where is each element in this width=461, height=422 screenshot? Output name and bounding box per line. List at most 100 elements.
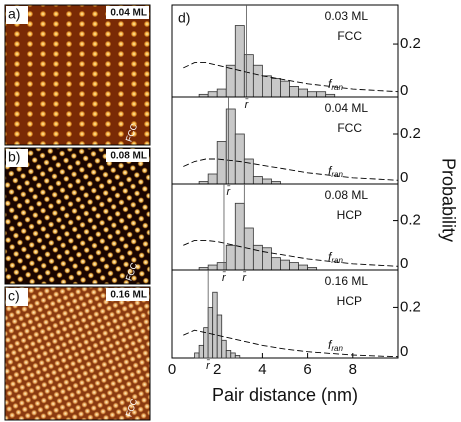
bar [261, 178, 272, 185]
bar [252, 176, 263, 185]
bar [252, 64, 263, 98]
bar [207, 91, 218, 98]
mean-label: r̄ [222, 271, 227, 284]
curve-label: fran [328, 77, 343, 92]
bar [230, 352, 236, 359]
x-axis-title: Pair distance (nm) [212, 385, 358, 405]
fran-curve [183, 62, 399, 93]
stm-image [4, 286, 151, 421]
stm-image [4, 4, 151, 146]
y-tick-label: 0 [400, 255, 408, 272]
bar [271, 257, 281, 271]
label-bg [6, 6, 28, 24]
site-label: FCC [337, 29, 362, 43]
bar [225, 350, 232, 359]
bar [225, 64, 236, 98]
curve-label-sub: ran [331, 83, 343, 92]
y-tick-label: 0 [400, 343, 408, 360]
bar [234, 25, 245, 98]
bar [198, 344, 205, 359]
y-tick-label: 0.2 [400, 125, 421, 142]
curve-label-main: f [328, 77, 333, 91]
panel-label: a) [8, 6, 20, 22]
panel-label: d) [178, 10, 190, 26]
coverage-label: 0.16 ML [110, 290, 147, 301]
y-tick-label: 0.2 [400, 35, 421, 52]
coverage-label: 0.16 ML [325, 274, 369, 288]
bar [252, 244, 263, 271]
bar [207, 173, 218, 185]
panel-label: b) [8, 149, 20, 165]
x-tick-label: 2 [213, 361, 221, 378]
bar [234, 133, 245, 185]
bar [289, 86, 299, 98]
panel-label: c) [8, 288, 20, 304]
label-bg [6, 288, 28, 306]
site-label: FCC [337, 121, 362, 135]
site-label: HCP [337, 208, 362, 222]
bar [298, 264, 308, 271]
bar [216, 141, 227, 185]
bar [243, 54, 254, 98]
bar [271, 78, 281, 98]
x-tick-label: 6 [303, 361, 311, 378]
mean-label: r̄ [245, 98, 250, 111]
bar [243, 227, 254, 271]
bar [225, 244, 236, 271]
coverage-label: 0.08 ML [110, 151, 147, 162]
curve-label-sub: ran [331, 256, 343, 265]
coverage-label: 0.04 ML [325, 101, 369, 115]
label-bg [106, 149, 149, 162]
curve-label: fran [328, 250, 343, 265]
fran-curve [183, 158, 399, 181]
bar [261, 75, 272, 98]
plot-frame [171, 269, 399, 359]
bar [307, 91, 318, 98]
y-tick-label: 0 [400, 82, 408, 99]
coverage-label: 0.03 ML [325, 9, 369, 23]
x-tick-label: 4 [258, 361, 266, 378]
coverage-label: 0.08 ML [325, 188, 369, 202]
curve-label-sub: ran [331, 344, 343, 353]
y-tick-label: 0.2 [400, 212, 421, 229]
mean-label: r̄ [206, 359, 211, 372]
bar [298, 88, 308, 98]
stm-image [4, 147, 151, 285]
curve-label-sub: ran [331, 170, 343, 179]
bar [234, 355, 241, 359]
curve-label: fran [328, 338, 343, 353]
bar [280, 259, 290, 271]
bar [289, 262, 299, 271]
site-label: HCP [337, 294, 362, 308]
bar [194, 352, 200, 359]
bar [234, 202, 245, 271]
mean-label: r̄ [227, 185, 232, 198]
x-tick-label: 8 [349, 361, 357, 378]
bar [221, 339, 227, 359]
curve-label-main: f [328, 338, 333, 352]
y-tick-label: 0 [400, 169, 408, 186]
mean-label: r̄ [242, 271, 247, 284]
bar [261, 247, 272, 271]
bar [212, 291, 218, 359]
bar [280, 80, 290, 98]
curve-label-main: f [328, 250, 333, 264]
bar [216, 262, 227, 271]
bar [216, 88, 227, 98]
y-tick-label: 0.2 [400, 298, 421, 315]
label-bg [106, 288, 149, 301]
fran-curve [183, 329, 399, 358]
bar [316, 91, 327, 98]
coverage-label: 0.04 ML [110, 8, 147, 19]
curve-label-main: f [328, 164, 333, 178]
x-tick-label: 0 [168, 361, 176, 378]
bar [207, 264, 218, 271]
bar [207, 307, 214, 359]
y-axis-title: Probability [438, 158, 458, 242]
fran-curve [183, 239, 399, 267]
bar [225, 108, 236, 185]
label-bg [6, 149, 28, 167]
label-bg [106, 6, 149, 19]
curve-label: fran [328, 164, 343, 179]
